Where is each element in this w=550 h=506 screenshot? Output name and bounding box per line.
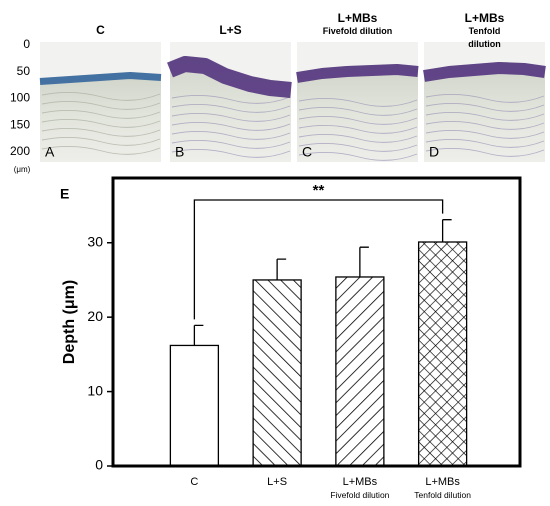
panel-title: C [96,23,105,37]
y-axis-label: Depth (μm) [61,280,78,364]
x-tick-label: L+S [267,476,288,488]
tissue-fiber [41,101,161,110]
y-tick-label: 20 [87,308,103,324]
tissue-fiber [41,128,161,137]
tissue-fiber [425,94,545,103]
scale-unit: (μm) [14,165,31,174]
tissue-fiber [171,104,291,113]
tissue-fiber [171,149,291,158]
tissue-fiber [425,139,545,148]
tissue-fiber [298,143,418,152]
bar [335,276,385,467]
tissue-fiber [298,152,418,161]
x-tick-label: C [190,476,199,488]
scale-tick-label: 200 [10,144,30,158]
tissue-fiber [171,113,291,122]
y-tick-label: 0 [95,457,103,473]
significance-bracket [193,199,444,320]
tissue-fiber [425,103,545,112]
tissue-fiber [425,112,545,121]
stain-band [167,56,292,98]
error-bar [441,219,452,242]
significance-label: ** [313,182,325,199]
tissue [424,62,545,162]
tissue-fiber [41,146,161,155]
panel-title: L+S [219,23,242,37]
tissue-fiber [425,121,545,130]
tissue-fiber [41,92,161,101]
bar [169,344,220,467]
bar [417,241,468,467]
scale-tick-label: 0 [23,37,30,51]
stain-band [296,64,419,83]
panel-letter: B [175,144,184,160]
tissue-fiber [171,131,291,140]
panel-title: L+MBs Tenfold dilution [464,11,505,50]
tissue [40,72,161,162]
panel-label: E [60,186,69,202]
tissue-fiber [171,95,291,104]
y-tick-label: 30 [87,233,103,249]
stain-band [423,62,546,82]
tissue-fiber [41,137,161,146]
tissue-fiber [425,130,545,139]
tissue-fiber [171,140,291,149]
scale-tick-label: 100 [10,91,30,105]
tissue-fiber [171,122,291,131]
tissue-fiber [298,125,418,134]
x-tick-label: L+MBs Fivefold dilution [330,476,390,500]
stain-band [39,72,162,85]
panel-title: L+MBs Fivefold dilution [322,11,393,37]
error-bar [359,246,369,277]
scale-tick-label: 50 [17,64,31,78]
scale-tick-label: 150 [10,117,30,131]
tissue-fiber [41,110,161,119]
plot-frame [111,176,522,468]
tissue-fiber [298,98,418,107]
tissue-fiber [298,134,418,143]
panel-letter: A [45,144,55,160]
tissue-fiber [298,107,418,116]
panel-letter: C [302,144,312,160]
tissue [297,64,418,162]
x-tick-label: L+MBs Tenfold dilution [414,476,471,500]
panel-letter: D [429,144,439,160]
bar [252,279,302,467]
y-tick-label: 10 [87,382,103,398]
tissue-fiber [298,116,418,125]
tissue-fiber [425,148,545,157]
error-bar [193,324,204,346]
error-bar [276,258,287,280]
tissue-fiber [41,119,161,128]
